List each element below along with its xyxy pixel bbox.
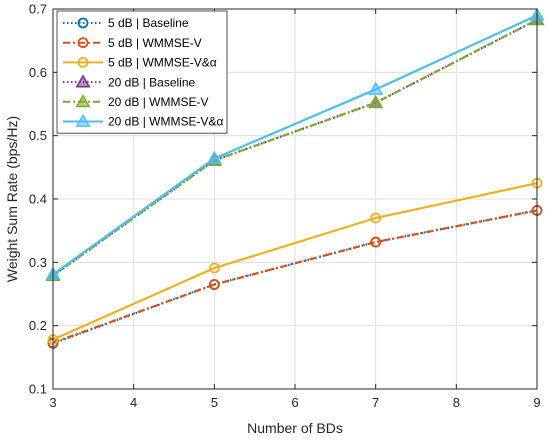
- legend-label: 5 dB | WMMSE-V&α: [108, 56, 217, 70]
- legend-box: [56, 10, 228, 134]
- legend-marker: [77, 57, 89, 68]
- x-axis-ticks: 3 4 5 6 7 8 9: [49, 9, 541, 410]
- series-line: [52, 18, 538, 277]
- data-point: [206, 150, 222, 164]
- y-tick-label: 0.7: [29, 2, 47, 17]
- legend-label: 5 dB | WMMSE-V: [108, 36, 202, 50]
- legend-item: 5 dB | WMMSE-V: [63, 36, 202, 50]
- x-tick-label: 6: [291, 395, 298, 410]
- legend-label: 5 dB | Baseline: [108, 16, 189, 30]
- y-axis-label: Weight Sum Rate (bps/Hz): [4, 116, 20, 282]
- data-point: [370, 236, 382, 248]
- legend-marker: [77, 37, 89, 49]
- y-tick-label: 0.3: [29, 255, 47, 270]
- legend: 5 dB | Baseline 5 dB | WMMSE-V 5 dB | WMMS…: [56, 10, 228, 134]
- data-point: [208, 279, 220, 290]
- x-axis-label: Number of BDs: [247, 420, 343, 436]
- legend-label: 20 dB | WMMSE-V&α: [108, 115, 223, 129]
- legend-marker: [75, 94, 91, 108]
- y-tick-label: 0.4: [29, 192, 47, 207]
- legend-marker: [75, 74, 91, 88]
- x-tick-label: 3: [49, 395, 56, 410]
- y-tick-label: 0.1: [29, 382, 47, 397]
- x-tick-label: 5: [211, 395, 218, 410]
- legend-item: 20 dB | WMMSE-V&α: [63, 113, 223, 129]
- series-line: [52, 182, 538, 341]
- data-point: [368, 95, 384, 109]
- data-point: [208, 262, 220, 274]
- y-tick-label: 0.5: [29, 128, 47, 143]
- x-tick-label: 7: [372, 395, 379, 410]
- y-axis-ticks: 0.1 0.2 0.3 0.4 0.5 0.6 0.7: [29, 2, 537, 397]
- x-tick-label: 8: [453, 395, 460, 410]
- data-point: [368, 81, 384, 95]
- legend-marker: [77, 17, 89, 29]
- legend-label: 20 dB | WMMSE-V: [108, 95, 208, 109]
- legend-marker: [75, 113, 91, 127]
- x-tick-label: 9: [533, 395, 540, 410]
- data-point: [370, 212, 382, 224]
- legend-item: 20 dB | Baseline: [63, 74, 196, 89]
- x-tick-label: 4: [130, 395, 137, 410]
- legend-label: 20 dB | Baseline: [108, 75, 196, 89]
- y-tick-label: 0.6: [29, 65, 47, 80]
- legend-item: 5 dB | Baseline: [63, 16, 189, 30]
- y-tick-label: 0.2: [29, 318, 47, 333]
- legend-item: 20 dB | WMMSE-V: [63, 94, 208, 109]
- legend-item: 5 dB | WMMSE-V&α: [63, 56, 217, 70]
- series-line: [52, 14, 538, 276]
- series-line: [52, 209, 538, 344]
